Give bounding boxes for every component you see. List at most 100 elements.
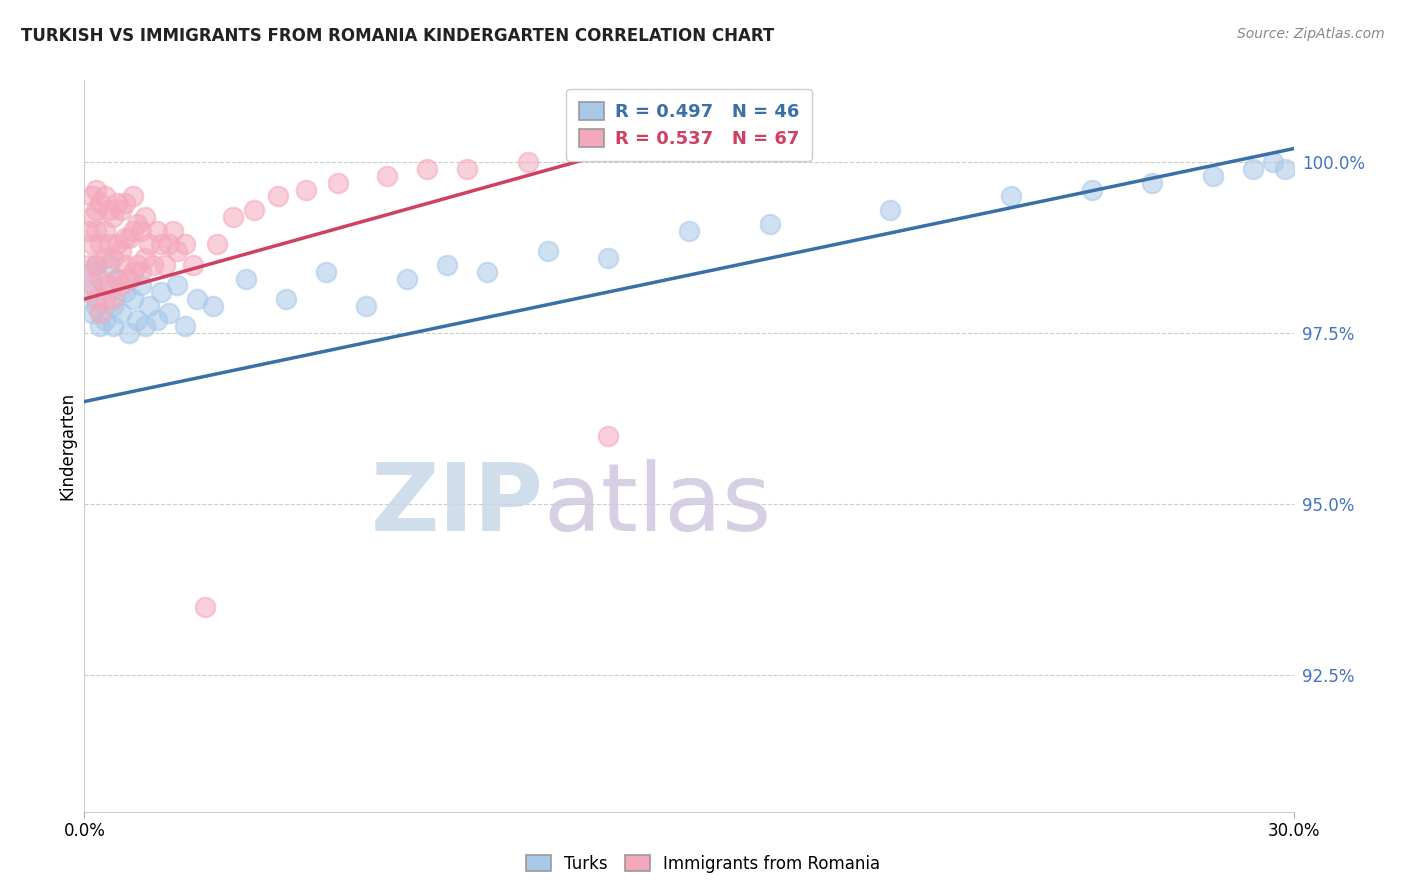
Immigrants from Romania [125,258,148,272]
Immigrants from Romania [146,224,169,238]
Turks [105,271,128,285]
Turks [235,271,257,285]
Turks [174,319,197,334]
Turks [166,278,188,293]
Turks [97,258,120,272]
Immigrants from Romania [138,237,160,252]
Immigrants from Romania [375,169,398,183]
Text: ZIP: ZIP [371,458,544,550]
Immigrants from Romania [86,258,108,272]
Immigrants from Romania [110,203,132,218]
Immigrants from Romania [89,306,111,320]
Immigrants from Romania [121,265,143,279]
Immigrants from Romania [101,210,124,224]
Turks [758,217,780,231]
Turks [121,292,143,306]
Y-axis label: Kindergarten: Kindergarten [58,392,76,500]
Turks [598,251,620,265]
Turks [477,265,499,279]
Turks [114,285,136,300]
Legend: R = 0.497   N = 46, R = 0.537   N = 67: R = 0.497 N = 46, R = 0.537 N = 67 [567,89,811,161]
Turks [125,312,148,326]
Turks [1142,176,1164,190]
Immigrants from Romania [93,292,115,306]
Turks [395,271,418,285]
Immigrants from Romania [82,278,104,293]
Turks [1263,155,1285,169]
Turks [77,285,100,300]
Immigrants from Romania [97,278,120,293]
Immigrants from Romania [456,162,478,177]
Immigrants from Romania [129,224,152,238]
Immigrants from Romania [77,224,100,238]
Turks [101,299,124,313]
Immigrants from Romania [125,217,148,231]
Turks [138,299,160,313]
Immigrants from Romania [222,210,245,224]
Immigrants from Romania [114,258,136,272]
Turks [82,265,104,279]
Turks [678,224,700,238]
Immigrants from Romania [598,429,620,443]
Immigrants from Romania [82,210,104,224]
Turks [274,292,297,306]
Immigrants from Romania [97,237,120,252]
Turks [129,278,152,293]
Immigrants from Romania [295,183,318,197]
Turks [1081,183,1104,197]
Turks [1274,162,1296,177]
Turks [537,244,560,259]
Turks [89,319,111,334]
Text: atlas: atlas [544,458,772,550]
Immigrants from Romania [153,258,176,272]
Turks [149,285,172,300]
Immigrants from Romania [114,196,136,211]
Immigrants from Romania [114,230,136,244]
Immigrants from Romania [105,271,128,285]
Immigrants from Romania [89,196,111,211]
Immigrants from Romania [181,258,204,272]
Turks [86,299,108,313]
Turks [146,312,169,326]
Immigrants from Romania [134,251,156,265]
Immigrants from Romania [118,271,141,285]
Immigrants from Romania [194,599,217,614]
Turks [86,258,108,272]
Turks [134,319,156,334]
Immigrants from Romania [129,265,152,279]
Immigrants from Romania [86,224,108,238]
Immigrants from Romania [105,196,128,211]
Turks [110,306,132,320]
Immigrants from Romania [267,189,290,203]
Immigrants from Romania [86,203,108,218]
Immigrants from Romania [416,162,439,177]
Turks [202,299,225,313]
Immigrants from Romania [134,210,156,224]
Turks [1202,169,1225,183]
Turks [82,306,104,320]
Immigrants from Romania [121,189,143,203]
Immigrants from Romania [77,258,100,272]
Text: TURKISH VS IMMIGRANTS FROM ROMANIA KINDERGARTEN CORRELATION CHART: TURKISH VS IMMIGRANTS FROM ROMANIA KINDE… [21,27,775,45]
Immigrants from Romania [93,251,115,265]
Immigrants from Romania [97,203,120,218]
Immigrants from Romania [207,237,229,252]
Immigrants from Romania [142,258,165,272]
Immigrants from Romania [82,237,104,252]
Turks [1000,189,1022,203]
Turks [356,299,378,313]
Immigrants from Romania [110,244,132,259]
Immigrants from Romania [89,237,111,252]
Turks [315,265,337,279]
Immigrants from Romania [89,271,111,285]
Immigrants from Romania [118,230,141,244]
Immigrants from Romania [86,292,108,306]
Immigrants from Romania [121,224,143,238]
Immigrants from Romania [328,176,350,190]
Turks [93,278,115,293]
Turks [186,292,208,306]
Legend: Turks, Immigrants from Romania: Turks, Immigrants from Romania [519,848,887,880]
Immigrants from Romania [516,155,538,169]
Immigrants from Romania [110,278,132,293]
Turks [879,203,901,218]
